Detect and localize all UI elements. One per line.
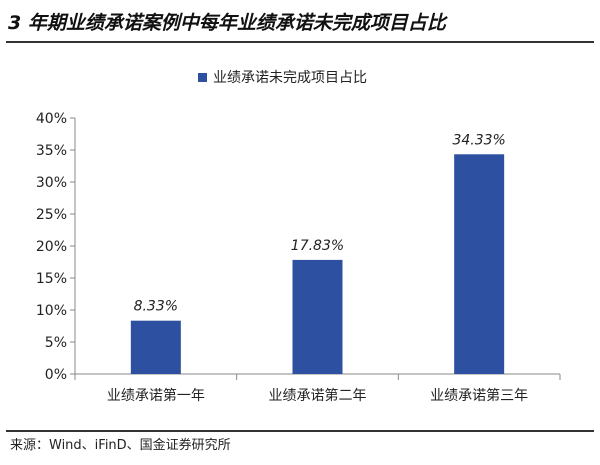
legend-label: 业绩承诺未完成项目占比 <box>213 70 367 86</box>
data-labels: 8.33% 17.83% 34.33% <box>134 132 506 314</box>
y-tick-label: 30% <box>36 175 67 191</box>
x-tick-label: 业绩承诺第三年 <box>430 387 528 404</box>
legend: 业绩承诺未完成项目占比 <box>198 70 367 86</box>
x-tick-label: 业绩承诺第一年 <box>107 387 205 404</box>
data-label: 34.33% <box>452 132 505 148</box>
y-tick-label: 35% <box>36 143 67 159</box>
x-axis: 业绩承诺第一年 业绩承诺第二年 业绩承诺第三年 <box>74 373 561 404</box>
y-tick-label: 5% <box>45 335 67 351</box>
bar <box>292 259 343 374</box>
y-tick-label: 15% <box>36 271 67 287</box>
bar-chart: 业绩承诺未完成项目占比 0% 5% 10% 15% 20% 25% 30% 35% 40% 业绩… <box>36 70 561 404</box>
data-label: 8.33% <box>134 299 178 315</box>
bar <box>130 320 181 374</box>
bars <box>130 154 505 374</box>
bar <box>454 154 505 374</box>
data-label: 17.83% <box>291 238 344 254</box>
y-axis: 0% 5% 10% 15% 20% 25% 30% 35% 40% <box>36 111 76 383</box>
y-tick-label: 40% <box>36 111 67 127</box>
y-tick-label: 0% <box>45 367 67 383</box>
source-divider <box>6 430 594 432</box>
chart-title: 3 年期业绩承诺案例中每年业绩承诺未完成项目占比 <box>8 12 446 34</box>
x-tick-label: 业绩承诺第二年 <box>269 387 367 404</box>
legend-swatch <box>198 73 207 82</box>
title-divider <box>6 41 594 43</box>
source-note: 来源：Wind、iFinD、国金证券研究所 <box>10 438 231 453</box>
y-tick-label: 20% <box>36 239 67 255</box>
y-tick-label: 25% <box>36 207 67 223</box>
y-tick-label: 10% <box>36 303 67 319</box>
